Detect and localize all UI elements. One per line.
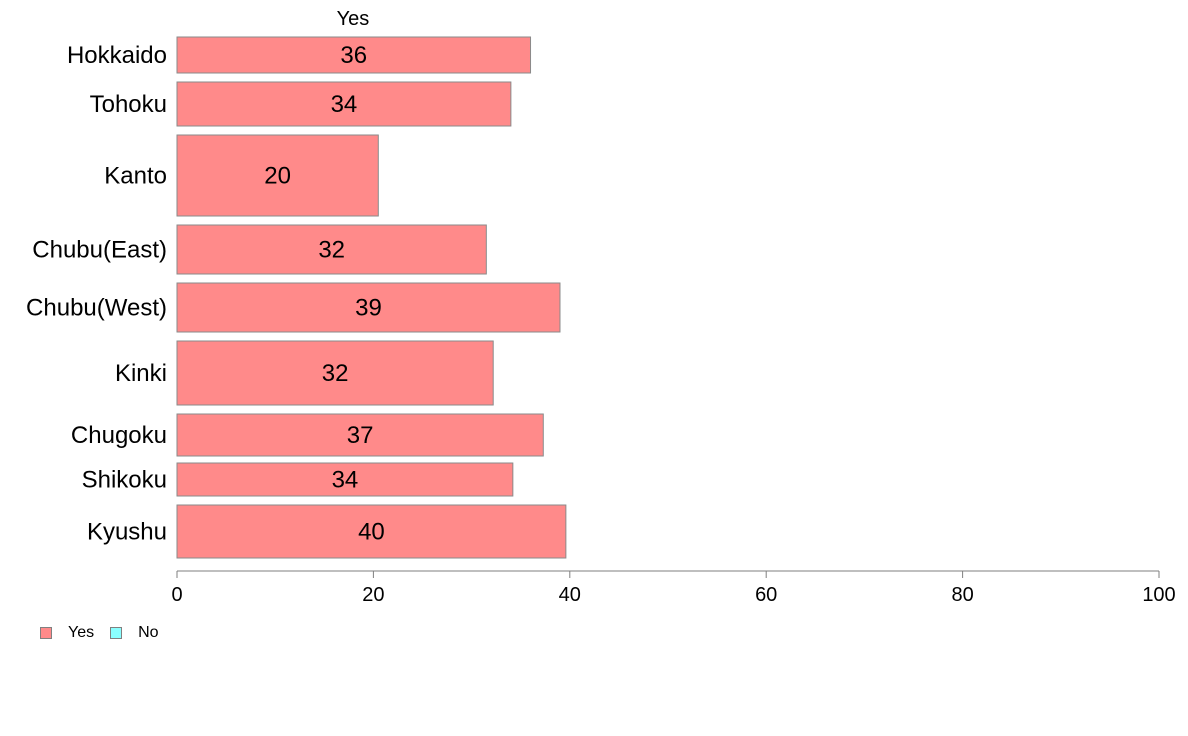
bar-tohoku [176,81,512,127]
x-tick-label: 100 [1142,584,1175,606]
bar-chubu-east [176,224,487,275]
category-label: Chubu(West) [26,295,167,322]
x-tick-label: 80 [951,584,973,606]
chart-title: Yes [337,8,370,30]
bar-kinki [176,340,494,406]
bar-value-label: 40 [358,519,385,546]
legend-item-no: No [110,624,159,642]
bar-kanto [176,134,379,217]
bar-value-label: 34 [332,467,359,494]
x-tick-label: 40 [559,584,581,606]
bar-value-label: 39 [355,295,382,322]
legend-label-yes: Yes [68,624,95,641]
bar-value-label: 37 [347,422,374,449]
category-label: Hokkaido [67,42,167,69]
legend-swatch-no [110,627,123,639]
bar-hokkaido [176,36,532,74]
legend-label-no: No [138,624,159,641]
bar-chubu-west [176,282,561,333]
category-label: Shikoku [82,467,167,494]
bar-value-label: 36 [340,42,367,69]
legend: Yes No [40,624,175,642]
bar-chugoku [176,413,544,457]
bar-value-label: 32 [318,237,345,264]
category-label: Chugoku [71,422,167,449]
category-label: Kanto [104,163,167,190]
x-tick-label: 20 [362,584,384,606]
legend-item-yes: Yes [40,624,94,642]
bar-value-label: 20 [264,163,291,190]
bar-value-label: 34 [331,91,358,118]
bar-value-label: 32 [322,360,349,387]
x-tick-label: 60 [755,584,777,606]
bar-kyushu [176,504,567,559]
category-label: Tohoku [90,91,167,118]
category-label: Chubu(East) [32,237,167,264]
category-label: Kinki [115,360,167,387]
category-label: Kyushu [87,519,167,546]
x-tick-label: 0 [171,584,182,606]
bar-shikoku [176,462,514,497]
legend-swatch-yes [40,627,52,639]
